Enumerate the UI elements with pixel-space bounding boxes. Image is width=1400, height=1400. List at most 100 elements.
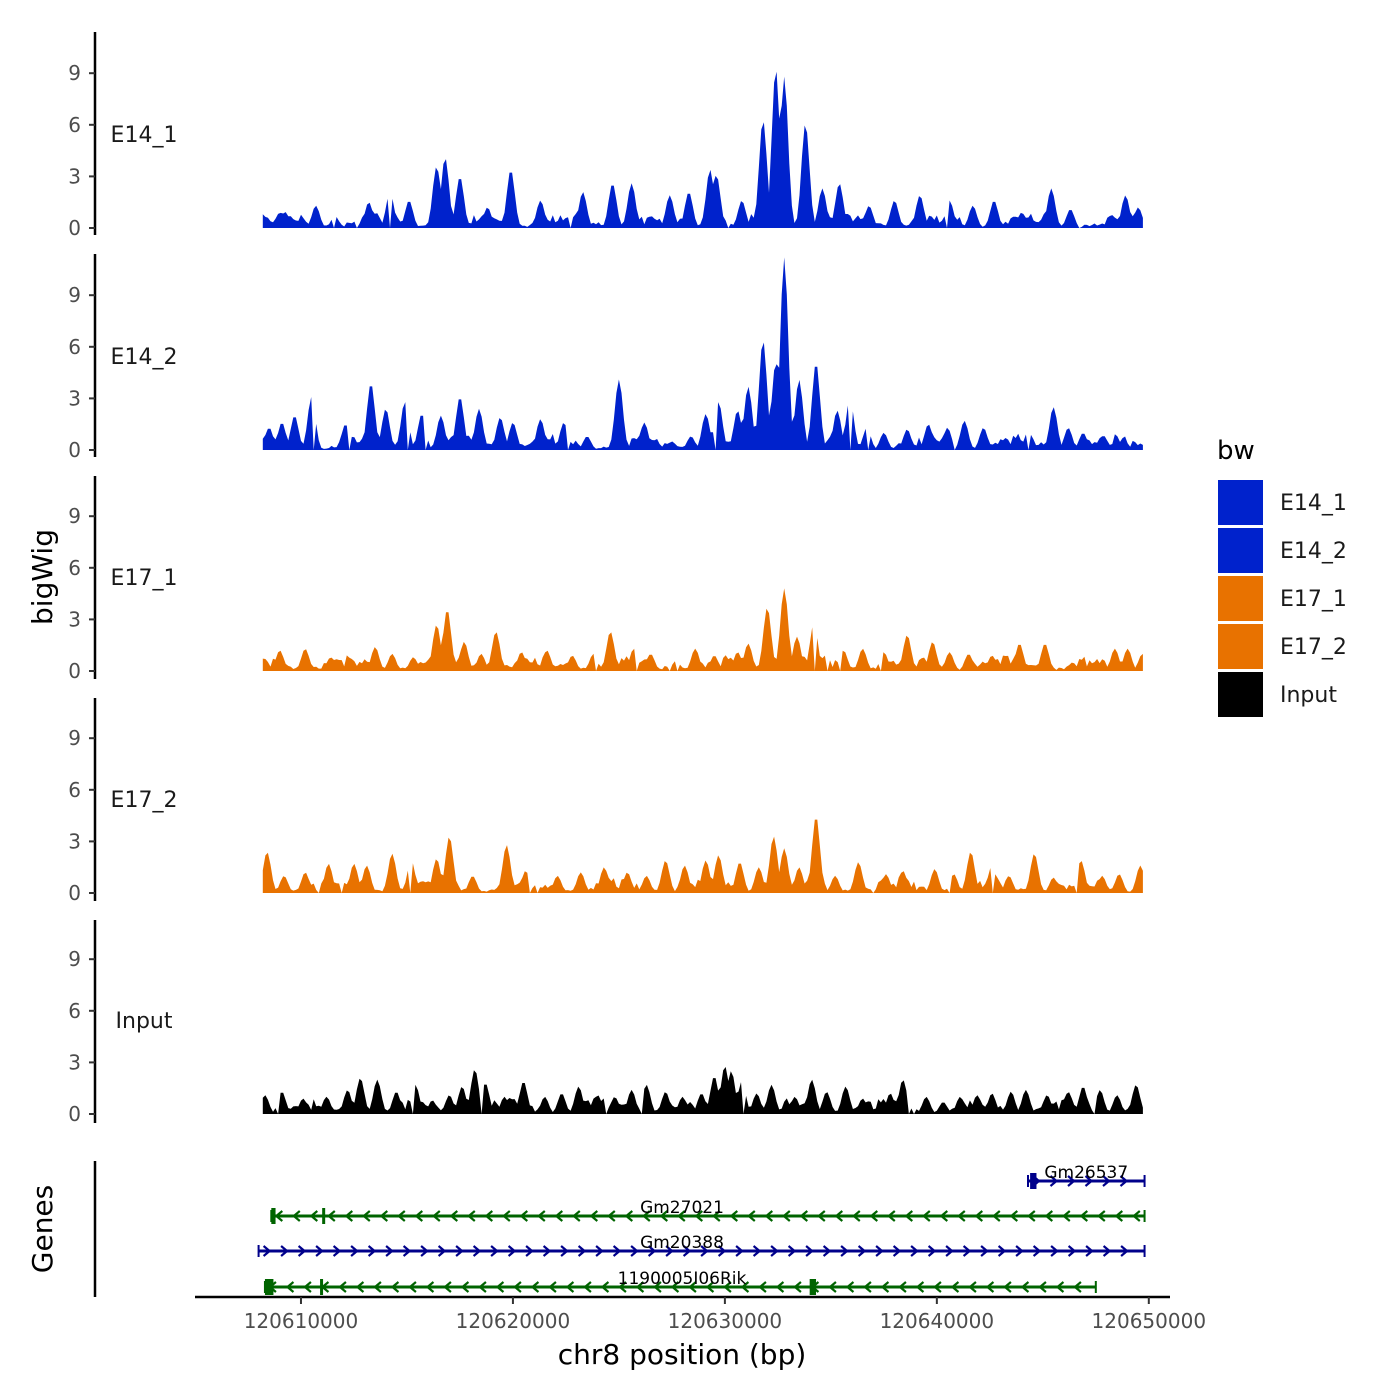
strand-arrow: [1097, 1210, 1106, 1222]
y-tick-label: 9: [68, 504, 81, 528]
strand-arrow: [432, 1210, 441, 1222]
strand-arrow: [682, 1245, 692, 1257]
strand-arrow: [560, 1245, 569, 1257]
strand-arrow: [542, 1245, 552, 1257]
strand-arrow: [467, 1210, 476, 1222]
strand-arrow: [927, 1245, 937, 1257]
gene-1190005i06rik: 1190005I06Rik: [263, 1269, 1097, 1295]
strand-arrow: [285, 1281, 295, 1293]
legend-swatch-e14-2: [1218, 528, 1263, 573]
exon-block: [1030, 1173, 1037, 1189]
coverage-area: [262, 1067, 1143, 1114]
strand-arrow: [758, 1281, 767, 1293]
strand-arrow: [1027, 1210, 1036, 1222]
strand-arrow: [712, 1210, 721, 1222]
strand-arrow: [572, 1210, 581, 1222]
strand-arrow: [425, 1281, 435, 1293]
strand-arrow: [740, 1281, 750, 1293]
y-tick-label: 0: [68, 438, 81, 462]
strand-arrow: [355, 1281, 365, 1293]
strand-arrow: [1049, 1175, 1059, 1187]
x-axis-title: chr8 position (bp): [558, 1338, 807, 1371]
coverage-area: [262, 71, 1143, 228]
legend-swatch-e14-1: [1218, 480, 1263, 525]
strand-arrow: [490, 1245, 499, 1257]
strand-arrow: [1015, 1245, 1024, 1257]
strand-arrow: [845, 1281, 855, 1293]
x-tick-label: 120640000: [880, 1309, 995, 1333]
y-tick-label: 9: [68, 947, 81, 971]
gene-gm26537: Gm26537: [1026, 1163, 1146, 1189]
strand-arrow: [350, 1245, 359, 1257]
strand-arrow: [939, 1210, 949, 1222]
strand-arrow: [1003, 1281, 1012, 1293]
strand-arrow: [519, 1210, 529, 1222]
strand-arrow: [332, 1245, 342, 1257]
track-label: Input: [116, 1009, 173, 1034]
strand-arrow: [1084, 1175, 1094, 1187]
legend-swatch-e17-2: [1218, 624, 1263, 669]
strand-arrow: [495, 1281, 505, 1293]
strand-arrow: [525, 1245, 534, 1257]
strand-arrow: [945, 1245, 954, 1257]
strand-arrow: [297, 1245, 307, 1257]
track-label: E14_2: [111, 345, 178, 370]
strand-arrow: [997, 1245, 1007, 1257]
strand-arrow: [565, 1281, 575, 1293]
strand-arrow: [747, 1210, 756, 1222]
strand-arrow: [887, 1210, 896, 1222]
gene-label: 1190005I06Rik: [618, 1269, 747, 1289]
strand-arrow: [729, 1210, 739, 1222]
strand-arrow: [992, 1210, 1001, 1222]
x-tick-label: 120620000: [456, 1309, 571, 1333]
strand-arrow: [1079, 1210, 1089, 1222]
strand-arrow: [869, 1210, 879, 1222]
strand-arrow: [805, 1245, 814, 1257]
strand-arrow: [892, 1245, 902, 1257]
strand-arrow: [1114, 1210, 1124, 1222]
coverage-area: [262, 257, 1143, 450]
strand-arrow: [607, 1210, 616, 1222]
strand-arrow: [647, 1245, 657, 1257]
strand-arrow: [962, 1245, 972, 1257]
strand-arrow: [1067, 1175, 1076, 1187]
track-label: E17_1: [111, 566, 178, 591]
strand-arrow: [274, 1210, 284, 1222]
legend-title: bw: [1217, 436, 1255, 466]
strand-arrow: [700, 1245, 709, 1257]
track-e17-2: 0 3 6 9 E17_2: [68, 698, 1143, 905]
strand-arrow: [309, 1210, 319, 1222]
strand-arrow: [1062, 1210, 1071, 1222]
strand-arrow: [770, 1245, 779, 1257]
strand-arrow: [437, 1245, 447, 1257]
x-tick-label: 120650000: [1092, 1309, 1207, 1333]
exon-block: [809, 1279, 817, 1295]
strand-arrow: [612, 1245, 622, 1257]
strand-arrow: [373, 1281, 382, 1293]
strand-arrow: [922, 1210, 931, 1222]
strand-arrow: [315, 1245, 324, 1257]
y-axis-title: bigWig: [26, 529, 59, 625]
y-tick-label: 9: [68, 726, 81, 750]
track-input: 0 3 6 9 Input: [68, 920, 1143, 1126]
strand-arrow: [635, 1281, 645, 1293]
strand-arrow: [455, 1245, 464, 1257]
strand-arrow: [1009, 1210, 1019, 1222]
strand-arrow: [705, 1281, 715, 1293]
strand-arrow: [752, 1245, 762, 1257]
strand-arrow: [1067, 1245, 1077, 1257]
y-tick-label: 3: [68, 829, 81, 853]
strand-arrow: [1085, 1245, 1094, 1257]
strand-arrow: [782, 1210, 791, 1222]
track-label: E17_2: [111, 788, 178, 813]
strand-arrow: [1038, 1281, 1047, 1293]
strand-arrow: [327, 1210, 336, 1222]
strand-arrow: [1132, 1210, 1141, 1222]
strand-arrow: [834, 1210, 844, 1222]
strand-arrow: [915, 1281, 925, 1293]
gene-label: Gm27021: [640, 1198, 724, 1218]
x-axis: 120610000 120620000 120630000 120640000 1206…: [195, 1295, 1207, 1333]
strand-arrow: [775, 1281, 785, 1293]
track-e17-1: 0 3 6 9 E17_1: [68, 476, 1143, 683]
strand-arrow: [397, 1210, 406, 1222]
